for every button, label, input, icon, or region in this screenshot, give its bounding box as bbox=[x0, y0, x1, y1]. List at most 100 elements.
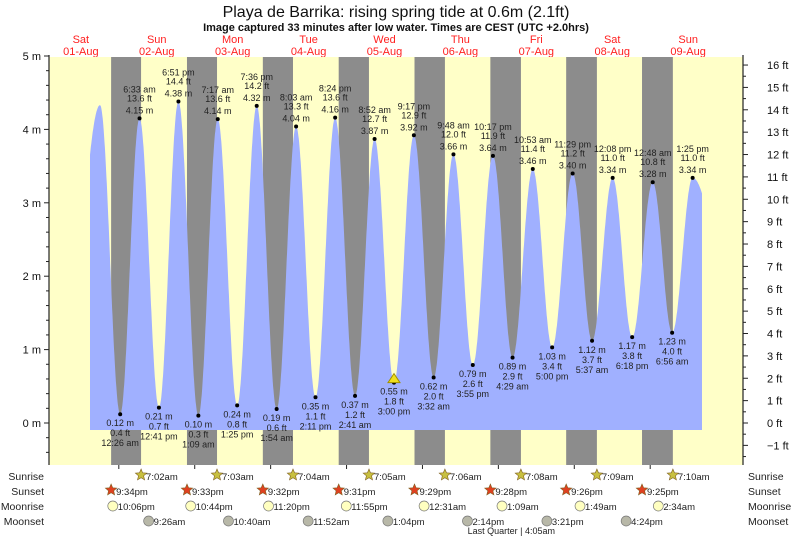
high-m: 4.16 m bbox=[321, 105, 349, 115]
left-tick-label: 0 m bbox=[23, 418, 41, 430]
extreme-dot bbox=[353, 393, 358, 398]
low-ft: 1.8 ft bbox=[384, 397, 405, 407]
high-time: 1:25 pm bbox=[676, 144, 709, 154]
moonrise-icon bbox=[496, 500, 508, 512]
left-tick-label: 1 m bbox=[23, 345, 41, 357]
moonrise-icon bbox=[263, 500, 274, 512]
right-tick-label: 6 ft bbox=[767, 284, 782, 296]
chart-subtitle: Image captured 33 minutes after low wate… bbox=[203, 22, 589, 34]
day-name: Sun bbox=[678, 34, 698, 46]
day-date: 01-Aug bbox=[63, 46, 98, 58]
right-tick-label: 0 ft bbox=[767, 418, 782, 430]
low-time: 3:32 am bbox=[417, 401, 450, 411]
low-time: 3:55 pm bbox=[457, 389, 490, 399]
high-m: 3.66 m bbox=[440, 141, 468, 151]
moonset-icon bbox=[541, 515, 553, 527]
low-m: 0.19 m bbox=[263, 413, 291, 423]
extreme-dot bbox=[333, 115, 338, 120]
sunset-row-label: Sunset bbox=[11, 486, 44, 498]
moonset-icon bbox=[620, 515, 632, 527]
extreme-dot bbox=[650, 180, 655, 185]
high-ft: 10.8 ft bbox=[640, 157, 666, 167]
sunset-icon bbox=[104, 483, 118, 496]
low-m: 0.21 m bbox=[145, 412, 173, 422]
left-tick-label: 2 m bbox=[23, 271, 41, 283]
sunset-time: 9:25pm bbox=[647, 487, 679, 498]
extreme-dot bbox=[294, 124, 299, 129]
moonrise-row-label-right: Moonrise bbox=[748, 501, 791, 513]
moonset-icon bbox=[143, 515, 154, 527]
extreme-dot bbox=[470, 363, 475, 368]
high-time: 6:51 pm bbox=[162, 68, 195, 78]
day-date: 04-Aug bbox=[291, 46, 326, 58]
right-tick-label: 2 ft bbox=[767, 373, 782, 385]
sunrise-icon bbox=[134, 468, 148, 481]
sunset-time: 9:33pm bbox=[192, 487, 224, 498]
right-tick-label: 1 ft bbox=[767, 396, 782, 408]
moonset-time: 2:14pm bbox=[472, 517, 504, 528]
sunrise-time: 7:04am bbox=[298, 472, 330, 483]
day-name: Sat bbox=[73, 34, 90, 46]
moonrise-icon bbox=[574, 500, 586, 512]
high-m: 4.32 m bbox=[243, 93, 271, 103]
sunrise-time: 7:09am bbox=[602, 472, 634, 483]
extreme-dot bbox=[372, 136, 377, 141]
moonset-time: 4:24pm bbox=[631, 517, 663, 528]
extreme-dot bbox=[530, 167, 535, 172]
moonset-icon bbox=[462, 515, 473, 527]
day-date: 03-Aug bbox=[215, 46, 250, 58]
moonrise-time: 11:55pm bbox=[351, 502, 387, 513]
low-m: 1.17 m bbox=[618, 341, 646, 351]
high-ft: 13.6 ft bbox=[127, 93, 153, 103]
low-m: 1.03 m bbox=[538, 351, 566, 361]
moonrise-icon bbox=[340, 500, 352, 512]
moonset-icon bbox=[382, 515, 394, 527]
high-ft: 12.7 ft bbox=[362, 114, 388, 124]
moon-phase-label: Last Quarter | 4:05am bbox=[468, 526, 555, 536]
extreme-dot bbox=[313, 395, 318, 400]
sunset-icon bbox=[256, 483, 270, 496]
sunrise-time: 7:06am bbox=[450, 472, 482, 483]
right-tick-label: 13 ft bbox=[767, 127, 788, 139]
low-ft: 0.8 ft bbox=[227, 419, 248, 429]
low-ft: 2.9 ft bbox=[503, 372, 524, 382]
day-date: 06-Aug bbox=[443, 46, 478, 58]
day-date: 07-Aug bbox=[519, 46, 554, 58]
right-tick-label: 14 ft bbox=[767, 105, 788, 117]
moonset-row-label: Moonset bbox=[4, 516, 44, 528]
moonrise-time: 10:06pm bbox=[118, 502, 155, 513]
right-tick-label: 12 ft bbox=[767, 150, 788, 162]
extreme-dot bbox=[215, 117, 220, 122]
day-name: Wed bbox=[373, 34, 395, 46]
low-ft: 2.6 ft bbox=[463, 379, 484, 389]
high-m: 4.38 m bbox=[165, 89, 193, 99]
low-ft: 4.0 ft bbox=[662, 347, 683, 357]
low-m: 0.35 m bbox=[302, 401, 330, 411]
low-m: 0.12 m bbox=[106, 418, 134, 428]
extreme-dot bbox=[176, 99, 181, 104]
moonset-icon bbox=[302, 515, 314, 527]
moonset-time: 3:21pm bbox=[552, 517, 584, 528]
high-m: 3.64 m bbox=[479, 143, 507, 153]
low-time: 2:11 pm bbox=[300, 421, 332, 431]
sunset-icon bbox=[332, 483, 346, 496]
moonset-icon bbox=[223, 515, 234, 527]
low-ft: 0.3 ft bbox=[188, 430, 209, 440]
low-ft: 2.0 ft bbox=[424, 391, 445, 401]
day-date: 09-Aug bbox=[670, 46, 705, 58]
extreme-dot bbox=[411, 133, 416, 138]
moonrise-icon bbox=[185, 500, 197, 512]
high-ft: 12.9 ft bbox=[401, 110, 427, 120]
high-time: 6:33 am bbox=[123, 84, 156, 94]
high-time: 11:29 pm bbox=[554, 139, 591, 149]
day-name: Fri bbox=[530, 34, 543, 46]
moonrise-time: 2:34am bbox=[663, 502, 695, 513]
day-name: Thu bbox=[451, 34, 470, 46]
sunset-time: 9:28pm bbox=[495, 487, 527, 498]
sunset-time: 9:34pm bbox=[116, 487, 148, 498]
high-ft: 13.6 ft bbox=[323, 93, 349, 103]
sunrise-icon bbox=[286, 468, 300, 481]
day-name: Sun bbox=[147, 34, 167, 46]
right-tick-label: 4 ft bbox=[767, 329, 782, 341]
